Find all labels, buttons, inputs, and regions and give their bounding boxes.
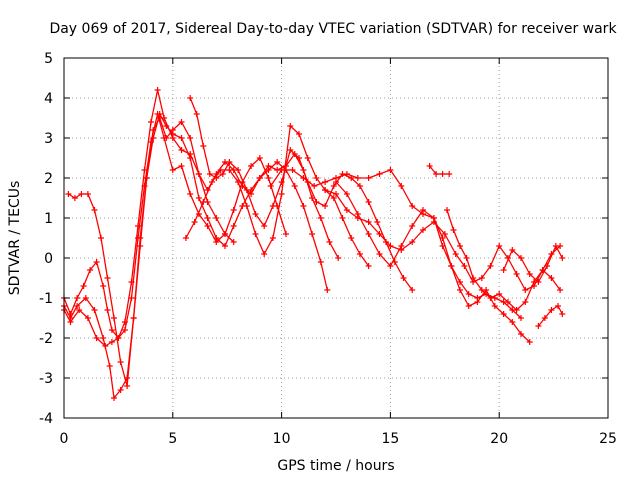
series-markers bbox=[61, 111, 331, 401]
series-markers bbox=[65, 115, 237, 389]
series-markers bbox=[182, 123, 372, 269]
chart-title: Day 069 of 2017, Sidereal Day-to-day VTE… bbox=[49, 21, 617, 37]
series-markers bbox=[500, 243, 566, 285]
series-trace bbox=[502, 245, 563, 283]
grid bbox=[64, 58, 608, 418]
x-tick-label: 10 bbox=[273, 431, 291, 447]
y-tick-label: -3 bbox=[39, 371, 53, 387]
series-markers bbox=[333, 179, 533, 345]
y-tick-label: 5 bbox=[44, 51, 53, 67]
series-trace bbox=[270, 169, 522, 319]
x-axis-label: GPS time / hours bbox=[277, 458, 394, 474]
x-tick-labels: 0 5 10 15 20 25 bbox=[60, 431, 617, 447]
y-tick-label: 2 bbox=[44, 171, 53, 187]
series-trace bbox=[185, 125, 370, 267]
y-tick-label: 1 bbox=[44, 211, 53, 227]
plot-frame bbox=[63, 57, 609, 419]
series-trace bbox=[63, 113, 287, 347]
y-tick-label: -1 bbox=[39, 291, 53, 307]
data-series bbox=[61, 87, 566, 401]
series-markers bbox=[444, 207, 564, 313]
series-markers bbox=[267, 167, 524, 321]
series-trace bbox=[428, 165, 450, 175]
x-tick-label: 0 bbox=[60, 431, 69, 447]
y-tick-label: 0 bbox=[44, 251, 53, 267]
series-trace bbox=[67, 117, 235, 387]
y-tick-label: -4 bbox=[39, 411, 53, 427]
series-markers bbox=[535, 303, 566, 329]
series-trace bbox=[189, 97, 413, 291]
y-tick-label: 4 bbox=[44, 91, 53, 107]
y-axis-label: SDTVAR / TECUs bbox=[7, 181, 23, 296]
series-markers bbox=[187, 95, 416, 293]
x-tick-label: 25 bbox=[599, 431, 617, 447]
series-markers bbox=[426, 163, 453, 177]
x-tick-label: 15 bbox=[381, 431, 399, 447]
series-trace bbox=[446, 209, 561, 311]
x-tick-label: 20 bbox=[490, 431, 508, 447]
y-tick-label: 3 bbox=[44, 131, 53, 147]
axis-ticks bbox=[63, 57, 609, 419]
x-tick-label: 5 bbox=[168, 431, 177, 447]
y-tick-label: -2 bbox=[39, 331, 53, 347]
y-tick-labels: -4 -3 -2 -1 0 1 2 3 4 5 bbox=[39, 51, 53, 427]
series-trace bbox=[537, 305, 563, 327]
